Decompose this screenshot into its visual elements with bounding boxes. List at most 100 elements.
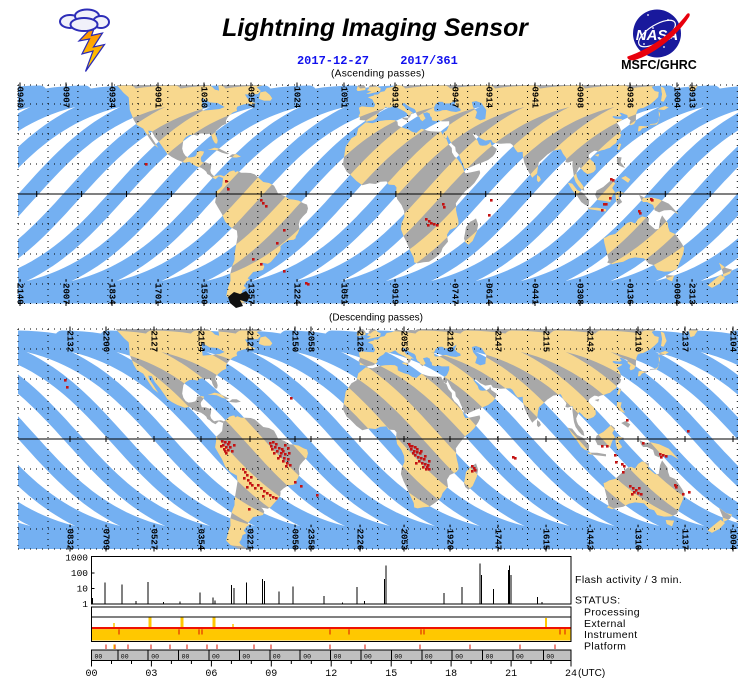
svg-text:06: 06 <box>205 669 217 680</box>
svg-text:0914: 0914 <box>484 87 494 109</box>
svg-text:15: 15 <box>385 669 397 680</box>
svg-text:00: 00 <box>455 654 463 661</box>
svg-text:2104: 2104 <box>728 331 738 353</box>
svg-text:00: 00 <box>334 654 342 661</box>
svg-text:00: 00 <box>516 654 524 661</box>
svg-text:(Ascending passes): (Ascending passes) <box>331 69 425 80</box>
svg-text:2017/361: 2017/361 <box>400 54 458 68</box>
svg-text:-0221: -0221 <box>245 523 255 551</box>
svg-text:00: 00 <box>151 654 159 661</box>
svg-text:1004: 1004 <box>672 87 682 109</box>
svg-text:Flash activity / 3 min.: Flash activity / 3 min. <box>575 574 682 586</box>
svg-text:Lightning Imaging Sensor: Lightning Imaging Sensor <box>222 15 529 42</box>
svg-text:09: 09 <box>265 669 277 680</box>
svg-text:100: 100 <box>71 568 88 579</box>
svg-text:-1701: -1701 <box>153 278 163 306</box>
svg-text:1030: 1030 <box>199 87 209 109</box>
svg-text:Instrument: Instrument <box>584 629 638 641</box>
svg-text:2147: 2147 <box>493 331 503 353</box>
svg-text:2121: 2121 <box>245 331 255 353</box>
svg-text:-0441: -0441 <box>530 278 540 306</box>
svg-text:0919: 0919 <box>390 87 400 109</box>
svg-text:2017-12-27: 2017-12-27 <box>297 54 369 68</box>
svg-text:2132: 2132 <box>65 331 75 353</box>
svg-text:External: External <box>584 618 626 630</box>
svg-text:-1357: -1357 <box>246 278 256 305</box>
svg-text:0908: 0908 <box>575 87 585 109</box>
svg-text:00: 00 <box>182 654 190 661</box>
svg-text:-1051: -1051 <box>339 278 349 306</box>
svg-text:00: 00 <box>242 654 250 661</box>
svg-text:-1747: -1747 <box>493 523 503 550</box>
svg-text:(Descending passes): (Descending passes) <box>329 313 423 324</box>
svg-text:00: 00 <box>546 654 554 661</box>
svg-text:1: 1 <box>82 599 88 610</box>
svg-text:-0308: -0308 <box>575 278 585 305</box>
svg-text:0934: 0934 <box>107 87 117 109</box>
svg-text:0940: 0940 <box>15 87 25 109</box>
svg-text:-1443: -1443 <box>585 523 595 550</box>
svg-text:-1004: -1004 <box>728 523 738 551</box>
svg-text:2115: 2115 <box>541 331 551 353</box>
svg-text:10: 10 <box>77 584 89 595</box>
svg-text:-1224: -1224 <box>292 278 302 306</box>
svg-text:0936: 0936 <box>625 87 635 109</box>
svg-text:12: 12 <box>325 669 337 680</box>
svg-text:24: 24 <box>565 669 577 680</box>
svg-text:-2140: -2140 <box>15 278 25 305</box>
svg-text:00: 00 <box>425 654 433 661</box>
svg-text:-1310: -1310 <box>633 523 643 550</box>
svg-text:-0527: -0527 <box>149 523 159 550</box>
svg-text:Platform: Platform <box>584 641 626 653</box>
svg-text:2110: 2110 <box>633 331 643 353</box>
svg-text:00: 00 <box>95 654 103 661</box>
svg-text:0957: 0957 <box>246 87 256 109</box>
svg-text:2126: 2126 <box>355 331 365 353</box>
svg-text:2150: 2150 <box>290 331 300 353</box>
svg-text:-1920: -1920 <box>445 523 455 550</box>
svg-text:-0004: -0004 <box>672 278 682 306</box>
svg-text:0913: 0913 <box>687 87 697 109</box>
svg-text:00: 00 <box>273 654 281 661</box>
svg-text:(UTC): (UTC) <box>578 668 605 679</box>
svg-text:1024: 1024 <box>292 87 302 109</box>
svg-text:-1615: -1615 <box>541 523 551 550</box>
svg-text:-0136: -0136 <box>625 278 635 305</box>
svg-text:2120: 2120 <box>445 331 455 353</box>
svg-text:-0354: -0354 <box>196 523 206 551</box>
svg-text:-2313: -2313 <box>687 278 697 305</box>
svg-text:-0709: -0709 <box>101 523 111 550</box>
svg-text:-0919: -0919 <box>390 278 400 305</box>
svg-text:-1834: -1834 <box>107 278 117 306</box>
svg-text:1051: 1051 <box>339 87 349 109</box>
svg-text:18: 18 <box>445 669 457 680</box>
svg-text:-2226: -2226 <box>355 523 365 550</box>
svg-text:0941: 0941 <box>530 87 540 109</box>
svg-text:-2007: -2007 <box>61 278 71 305</box>
svg-text:00: 00 <box>212 654 220 661</box>
svg-text:0907: 0907 <box>61 87 71 109</box>
svg-text:0901: 0901 <box>153 87 163 109</box>
svg-text:-1137: -1137 <box>680 523 690 550</box>
svg-text:2137: 2137 <box>680 331 690 353</box>
svg-text:00: 00 <box>303 654 311 661</box>
svg-text:2127: 2127 <box>149 331 159 353</box>
svg-text:00: 00 <box>394 654 402 661</box>
svg-text:-0747: -0747 <box>450 278 460 305</box>
svg-text:2058: 2058 <box>306 331 316 353</box>
svg-text:0947: 0947 <box>450 87 460 109</box>
svg-text:2053: 2053 <box>399 331 409 353</box>
svg-text:-0832: -0832 <box>65 523 75 550</box>
svg-text:00: 00 <box>85 669 97 680</box>
svg-text:00: 00 <box>486 654 494 661</box>
svg-text:STATUS:: STATUS: <box>575 595 621 607</box>
svg-text:03: 03 <box>145 669 157 680</box>
svg-text:-0614: -0614 <box>484 278 494 306</box>
svg-text:2200: 2200 <box>101 331 111 353</box>
svg-text:2143: 2143 <box>585 331 595 353</box>
svg-text:Processing: Processing <box>584 607 640 619</box>
svg-text:00: 00 <box>121 654 129 661</box>
svg-text:-0050: -0050 <box>290 523 300 550</box>
svg-text:-2053: -2053 <box>399 523 409 550</box>
svg-text:-2358: -2358 <box>306 523 316 550</box>
